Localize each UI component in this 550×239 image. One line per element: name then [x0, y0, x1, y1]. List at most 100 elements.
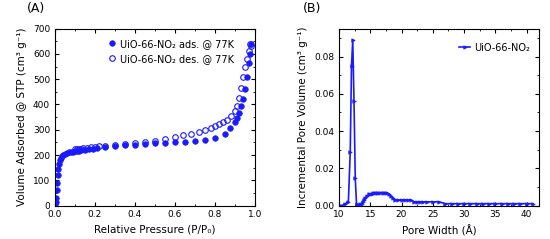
- UiO-66-NO₂: [356, 204, 362, 207]
- UiO-66-NO₂ ads. @ 77K: [68, 151, 74, 153]
- UiO-66-NO₂ des. @ 77K: [172, 136, 178, 139]
- UiO-66-NO₂ ads. @ 77K: [86, 148, 92, 151]
- UiO-66-NO₂ des. @ 77K: [112, 143, 118, 146]
- UiO-66-NO₂ des. @ 77K: [162, 138, 168, 141]
- UiO-66-NO₂ des. @ 77K: [102, 144, 108, 147]
- UiO-66-NO₂ ads. @ 77K: [62, 152, 68, 155]
- UiO-66-NO₂: [370, 191, 377, 194]
- UiO-66-NO₂: [349, 38, 356, 41]
- UiO-66-NO₂ des. @ 77K: [248, 45, 254, 48]
- UiO-66-NO₂ ads. @ 77K: [172, 141, 178, 144]
- UiO-66-NO₂ ads. @ 77K: [241, 88, 248, 91]
- UiO-66-NO₂ des. @ 77K: [87, 146, 94, 149]
- UiO-66-NO₂ ads. @ 77K: [64, 152, 70, 154]
- UiO-66-NO₂ ads. @ 77K: [234, 117, 240, 120]
- UiO-66-NO₂ des. @ 77K: [216, 123, 222, 126]
- UiO-66-NO₂ des. @ 77K: [74, 148, 80, 151]
- UiO-66-NO₂ ads. @ 77K: [227, 127, 233, 130]
- UiO-66-NO₂: [411, 200, 417, 203]
- UiO-66-NO₂ ads. @ 77K: [54, 174, 61, 177]
- X-axis label: Pore Width (Å): Pore Width (Å): [402, 225, 476, 236]
- UiO-66-NO₂ des. @ 77K: [208, 126, 214, 129]
- UiO-66-NO₂ ads. @ 77K: [248, 42, 254, 45]
- UiO-66-NO₂ ads. @ 77K: [240, 98, 246, 101]
- UiO-66-NO₂ des. @ 77K: [142, 141, 148, 144]
- UiO-66-NO₂ ads. @ 77K: [246, 61, 252, 64]
- Legend: UiO-66-NO₂: UiO-66-NO₂: [455, 39, 534, 57]
- UiO-66-NO₂: [362, 197, 369, 200]
- UiO-66-NO₂ ads. @ 77K: [202, 138, 208, 141]
- UiO-66-NO₂ des. @ 77K: [247, 42, 254, 45]
- UiO-66-NO₂ ads. @ 77K: [244, 75, 250, 78]
- UiO-66-NO₂ des. @ 77K: [72, 148, 78, 151]
- UiO-66-NO₂ ads. @ 77K: [94, 147, 100, 150]
- UiO-66-NO₂ des. @ 77K: [84, 147, 90, 149]
- UiO-66-NO₂ des. @ 77K: [96, 145, 102, 148]
- Line: UiO-66-NO₂ des. @ 77K: UiO-66-NO₂ des. @ 77K: [72, 41, 254, 152]
- UiO-66-NO₂ des. @ 77K: [240, 75, 246, 78]
- UiO-66-NO₂ des. @ 77K: [80, 147, 86, 150]
- UiO-66-NO₂: [530, 202, 536, 205]
- UiO-66-NO₂ des. @ 77K: [196, 130, 202, 133]
- Text: (A): (A): [27, 1, 45, 15]
- UiO-66-NO₂ ads. @ 77K: [58, 156, 64, 159]
- UiO-66-NO₂ ads. @ 77K: [247, 53, 254, 55]
- UiO-66-NO₂ ads. @ 77K: [72, 150, 78, 153]
- UiO-66-NO₂ des. @ 77K: [188, 132, 194, 135]
- Line: UiO-66-NO₂ ads. @ 77K: UiO-66-NO₂ ads. @ 77K: [53, 41, 254, 207]
- UiO-66-NO₂ des. @ 77K: [236, 97, 243, 100]
- UiO-66-NO₂ ads. @ 77K: [70, 150, 76, 153]
- UiO-66-NO₂ ads. @ 77K: [222, 132, 228, 135]
- UiO-66-NO₂ ads. @ 77K: [52, 203, 59, 206]
- UiO-66-NO₂ ads. @ 77K: [74, 150, 80, 152]
- X-axis label: Relative Pressure (P/P₀): Relative Pressure (P/P₀): [94, 225, 216, 235]
- UiO-66-NO₂ ads. @ 77K: [238, 104, 244, 107]
- UiO-66-NO₂ ads. @ 77K: [56, 163, 62, 165]
- UiO-66-NO₂ ads. @ 77K: [52, 200, 59, 203]
- UiO-66-NO₂ des. @ 77K: [234, 104, 240, 107]
- UiO-66-NO₂ ads. @ 77K: [90, 147, 96, 150]
- UiO-66-NO₂ des. @ 77K: [212, 125, 218, 127]
- UiO-66-NO₂: [368, 193, 375, 196]
- UiO-66-NO₂ ads. @ 77K: [59, 155, 65, 158]
- UiO-66-NO₂ ads. @ 77K: [182, 140, 188, 143]
- UiO-66-NO₂ ads. @ 77K: [152, 142, 158, 145]
- UiO-66-NO₂ des. @ 77K: [76, 147, 82, 150]
- UiO-66-NO₂ ads. @ 77K: [236, 112, 243, 115]
- UiO-66-NO₂ ads. @ 77K: [232, 121, 238, 124]
- UiO-66-NO₂ ads. @ 77K: [53, 196, 59, 199]
- UiO-66-NO₂ des. @ 77K: [244, 58, 250, 60]
- UiO-66-NO₂ des. @ 77K: [202, 128, 208, 131]
- Y-axis label: Incremental Pore Volume (cm³ g⁻¹): Incremental Pore Volume (cm³ g⁻¹): [299, 26, 309, 208]
- UiO-66-NO₂ ads. @ 77K: [78, 149, 84, 152]
- UiO-66-NO₂ ads. @ 77K: [122, 144, 128, 147]
- UiO-66-NO₂ des. @ 77K: [122, 143, 128, 146]
- UiO-66-NO₂ des. @ 77K: [238, 87, 244, 89]
- UiO-66-NO₂ ads. @ 77K: [54, 181, 60, 184]
- UiO-66-NO₂ ads. @ 77K: [65, 151, 72, 154]
- UiO-66-NO₂ ads. @ 77K: [112, 145, 118, 148]
- UiO-66-NO₂ ads. @ 77K: [192, 139, 199, 142]
- UiO-66-NO₂ des. @ 77K: [246, 50, 252, 53]
- Text: (B): (B): [303, 1, 321, 15]
- UiO-66-NO₂ ads. @ 77K: [55, 168, 62, 170]
- UiO-66-NO₂ ads. @ 77K: [82, 148, 89, 151]
- UiO-66-NO₂ des. @ 77K: [78, 147, 84, 150]
- UiO-66-NO₂ ads. @ 77K: [212, 136, 218, 139]
- UiO-66-NO₂: [366, 193, 372, 196]
- UiO-66-NO₂ des. @ 77K: [92, 146, 98, 148]
- UiO-66-NO₂ des. @ 77K: [152, 139, 158, 142]
- UiO-66-NO₂ ads. @ 77K: [57, 159, 63, 162]
- Legend: UiO-66-NO₂ ads. @ 77K, UiO-66-NO₂ des. @ 77K: UiO-66-NO₂ ads. @ 77K, UiO-66-NO₂ des. @…: [108, 39, 234, 64]
- UiO-66-NO₂ ads. @ 77K: [142, 143, 148, 146]
- UiO-66-NO₂ des. @ 77K: [224, 118, 230, 121]
- UiO-66-NO₂ ads. @ 77K: [53, 189, 60, 192]
- UiO-66-NO₂ ads. @ 77K: [102, 146, 108, 149]
- UiO-66-NO₂ ads. @ 77K: [162, 141, 168, 144]
- UiO-66-NO₂: [336, 204, 342, 207]
- UiO-66-NO₂ des. @ 77K: [241, 65, 248, 68]
- Line: UiO-66-NO₂: UiO-66-NO₂: [337, 38, 535, 207]
- UiO-66-NO₂ des. @ 77K: [228, 114, 234, 117]
- UiO-66-NO₂ ads. @ 77K: [76, 149, 82, 152]
- Y-axis label: Volume Adsorbed @ STP (cm³ g⁻¹): Volume Adsorbed @ STP (cm³ g⁻¹): [18, 28, 28, 206]
